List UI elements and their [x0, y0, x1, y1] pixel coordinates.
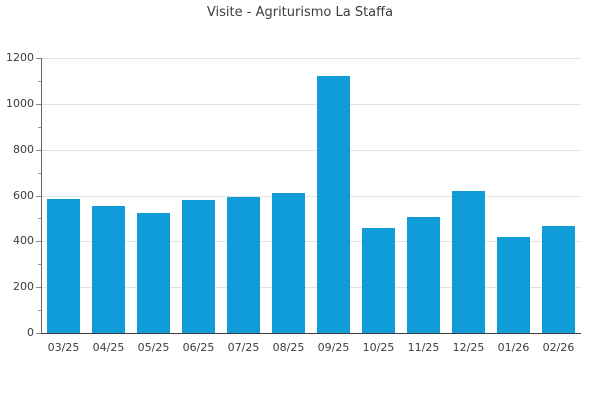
y-minor-tick — [38, 218, 41, 220]
y-major-tick — [36, 103, 41, 105]
gridline-600 — [41, 195, 581, 197]
y-minor-tick — [38, 126, 41, 128]
y-minor-tick — [38, 264, 41, 266]
plot-area — [41, 58, 581, 333]
x-tick-label: 04/25 — [92, 341, 125, 354]
gridline-200 — [41, 287, 581, 289]
gridline-1000 — [41, 103, 581, 105]
bar-08/25 — [272, 193, 305, 333]
y-tick-label: 600 — [13, 188, 34, 202]
gridline-1200 — [41, 58, 581, 59]
chart-title: Visite - Agriturismo La Staffa — [206, 5, 394, 20]
y-tick-label: 800 — [13, 142, 34, 156]
y-tick-label: 1200 — [6, 51, 34, 64]
x-tick-label: 10/25 — [362, 341, 395, 354]
gridline-800 — [41, 149, 581, 151]
x-tick-label: 07/25 — [227, 341, 260, 354]
bar-10/25 — [362, 227, 395, 333]
x-tick-label: 05/25 — [137, 341, 170, 354]
y-tick-label: 400 — [13, 234, 34, 248]
y-minor-tick — [38, 80, 41, 82]
x-axis-line — [41, 333, 581, 334]
bar-09/25 — [317, 76, 350, 333]
y-tick-label: 0 — [27, 326, 34, 339]
x-tick-label: 01/26 — [497, 341, 530, 354]
y-major-tick — [36, 333, 41, 334]
bar-07/25 — [227, 196, 260, 333]
x-tick-label: 11/25 — [407, 341, 440, 354]
y-major-tick — [36, 58, 41, 59]
y-major-tick — [36, 195, 41, 197]
bar-05/25 — [137, 212, 170, 333]
bar-11/25 — [407, 217, 440, 333]
gridline-400 — [41, 241, 581, 243]
y-major-tick — [36, 149, 41, 151]
y-tick-label: 1000 — [6, 96, 34, 110]
bar-06/25 — [182, 200, 215, 333]
y-axis-line — [41, 58, 42, 334]
x-tick-label: 09/25 — [317, 341, 350, 354]
y-major-tick — [36, 241, 41, 243]
bar-04/25 — [92, 205, 125, 333]
bar-02/26 — [542, 226, 575, 333]
y-tick-label: 200 — [13, 280, 34, 294]
y-major-tick — [36, 287, 41, 289]
y-minor-tick — [38, 172, 41, 174]
x-tick-label: 12/25 — [452, 341, 485, 354]
bar-01/26 — [497, 236, 530, 333]
bar-12/25 — [452, 190, 485, 333]
x-tick-label: 03/25 — [47, 341, 80, 354]
y-minor-tick — [38, 310, 41, 312]
bar-03/25 — [47, 198, 80, 333]
x-tick-label: 08/25 — [272, 341, 305, 354]
x-tick-label: 06/25 — [182, 341, 215, 354]
x-tick-label: 02/26 — [542, 341, 575, 354]
